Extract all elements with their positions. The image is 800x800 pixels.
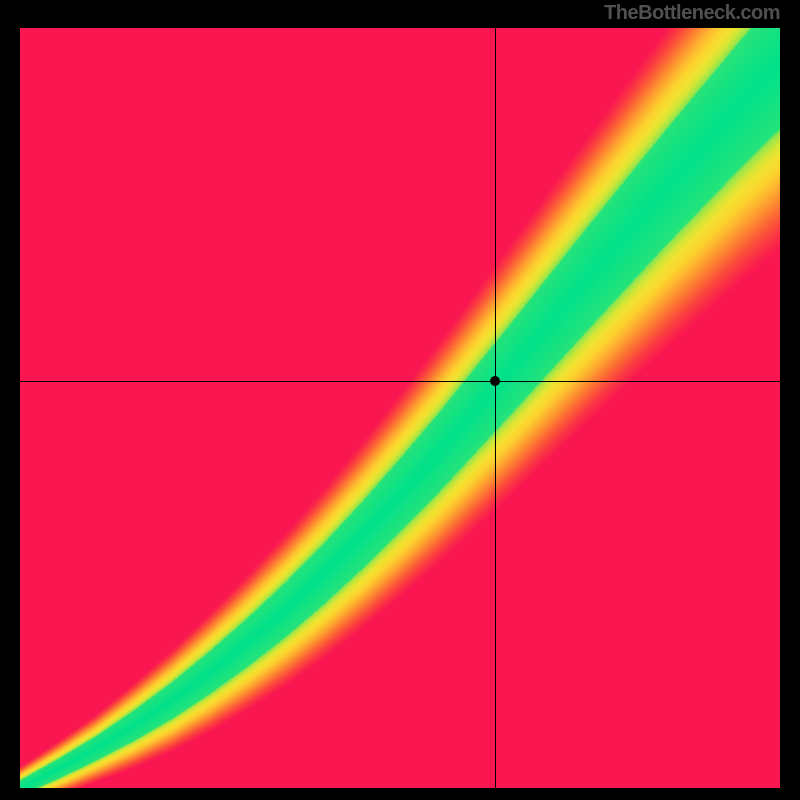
plot-area	[20, 28, 780, 788]
crosshair-horizontal	[20, 381, 780, 382]
watermark-text: TheBottleneck.com	[604, 2, 780, 25]
heatmap-canvas	[20, 28, 780, 788]
crosshair-vertical	[495, 28, 496, 788]
crosshair-marker	[490, 376, 500, 386]
